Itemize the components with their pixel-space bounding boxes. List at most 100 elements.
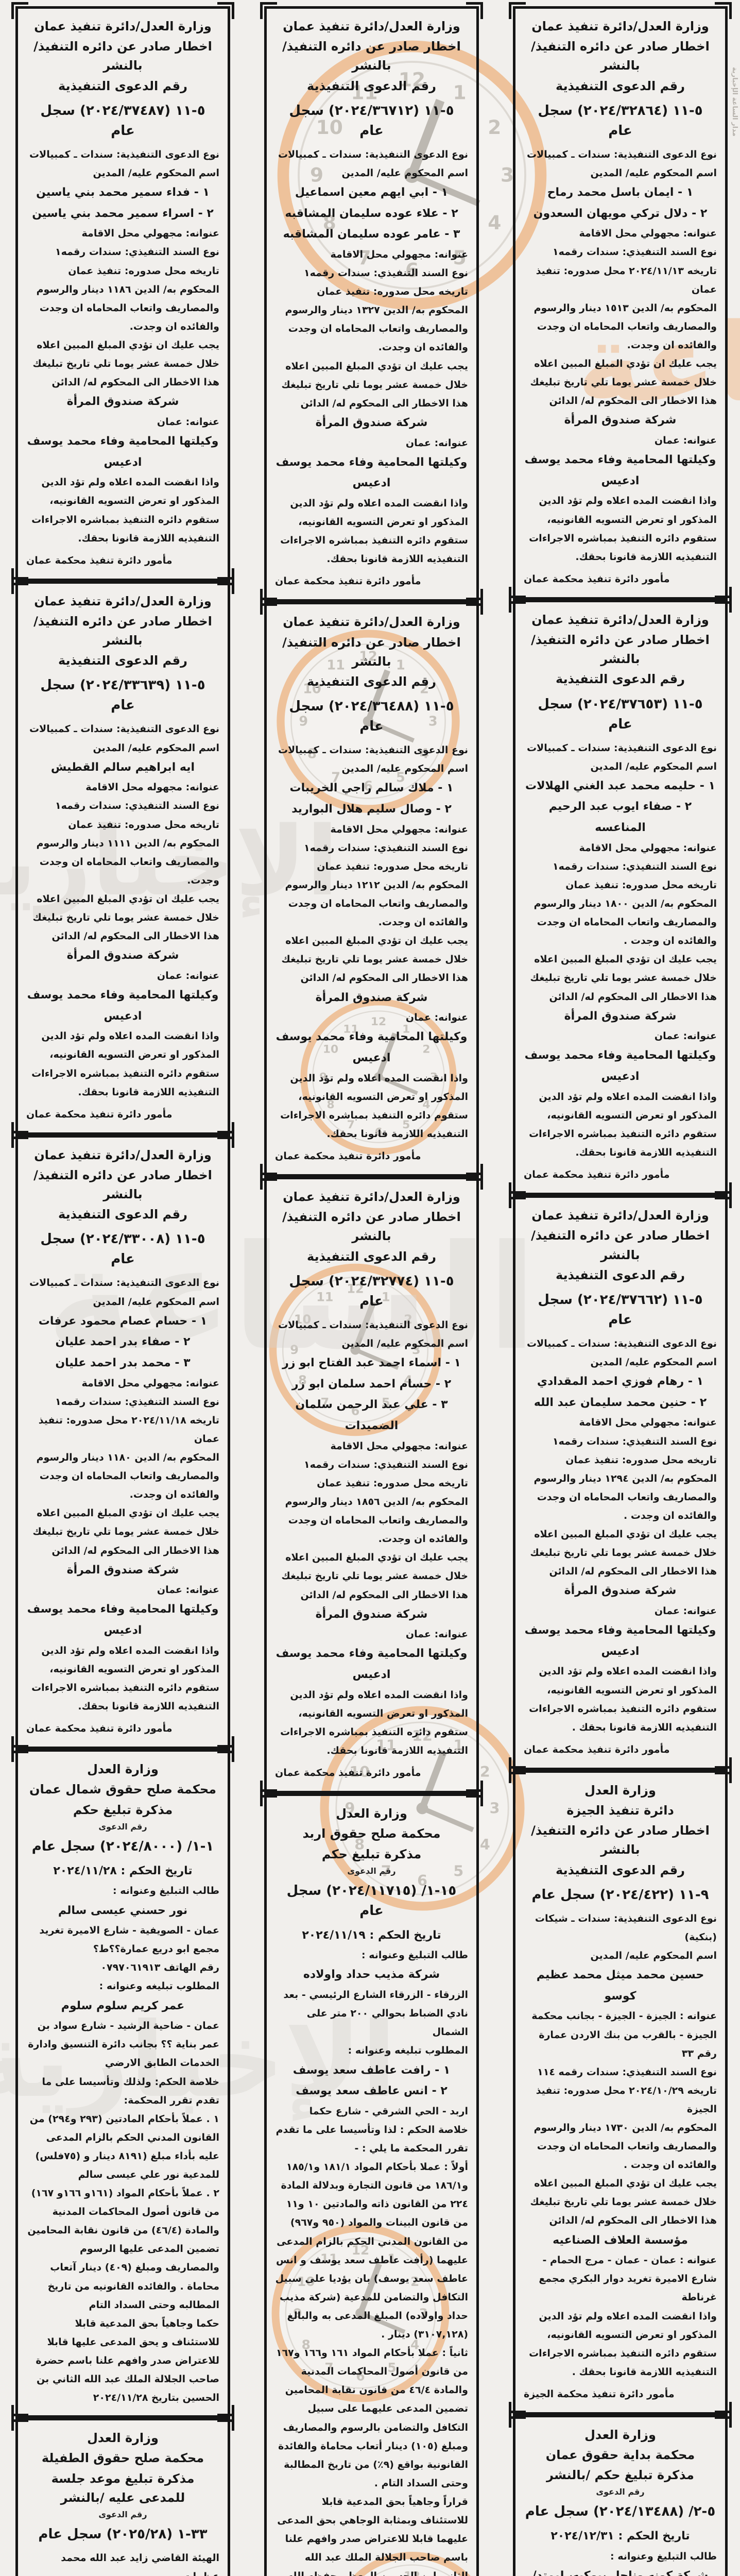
notice-case-number: ١٥-١/ (٢٠٢٤/١١٧١٥) سجل عام: [286, 1883, 457, 1919]
notice-line: يجب عليك ان تؤدي المبلغ المبين اعلاه خلا…: [32, 339, 219, 388]
notice-line: واذا انقضت المده اعلاه ولم تؤد الدين الم…: [529, 2310, 717, 2378]
notice-line: عنوانه: مجهولي محل الاقامة: [81, 228, 219, 240]
notice-line: عنوانه: عمان: [157, 970, 219, 981]
notice-line: عنوانه: عمان: [405, 1629, 468, 1640]
notice-header-line: اخطار صادر عن دائره التنفيذ/ بالنشر: [531, 1823, 710, 1857]
frame-corner-icon: [715, 1766, 732, 1783]
notice-line: يجب عليك ان تؤدي المبلغ المبين اعلاه خلا…: [32, 1507, 219, 1556]
notice-header-line: وزارة العدل: [584, 1783, 656, 1798]
notice-box: وزارة العدل محكمة صلح حقوق شمال عمان مذكرة…: [11, 1745, 234, 2422]
notice-case-number: ٩-١١ (٢٠٢٤/٤٢٢) سجل عام: [531, 1887, 709, 1903]
frame-corner-icon: [11, 568, 28, 585]
notice-case-number: ٥-١١ (٢٠٢٤/٣٣٠٠٨) سجل عام: [40, 1231, 205, 1267]
notice-line: ١ - اسماء احمد عبد الفتاح ابو زر: [282, 1357, 461, 1369]
notice-line: اسم المحكوم عليه/ المدين: [93, 1296, 219, 1308]
notice-line: ايه ابراهيم سالم القطيش: [50, 760, 195, 774]
notice-case-number: ٥-١١ (٢٠٢٤/٣٧٤٨٧) سجل عام: [40, 103, 205, 139]
notice-line: تاريخه محل صدوره: تنفيذ عمان: [317, 860, 468, 872]
notice-case-number: ٥-١١ (٢٠٢٤/٣٣٦٣٩) سجل عام: [40, 677, 205, 714]
notice-line: عنوانه: عمان: [157, 416, 219, 428]
notice-header-line: وزارة العدل: [336, 1806, 407, 1821]
notice-header-line: رقم الدعوى التنفيذية: [556, 1862, 685, 1877]
notice-line: نوع الدعوى التنفيذية: سندات ـ كمبيالات: [526, 742, 717, 754]
notice-officer-signature: مأمور دائرة تنفيذ محكمة عمان: [26, 554, 173, 566]
notice-box: وزارة العدل/دائرة تنفيذ عمان اخطار صادر ع…: [509, 595, 732, 1200]
notice-line: يجب عليك ان تؤدي المبلغ المبين اعلاه خلا…: [530, 358, 717, 407]
frame-corner-icon: [11, 577, 28, 594]
notice-line: ١ - ايمان باسل محمد رماح: [547, 185, 694, 199]
notice-line: المحكوم به/ الدين ١١١١ دينار والرسوم وال…: [36, 837, 219, 886]
frame-corner-icon: [715, 1191, 732, 1209]
notice-line: تاريخه ٢٠٢٤/١١/١٣ محل صدوره: تنفيذ عمان: [536, 265, 717, 295]
frame-corner-icon: [509, 586, 526, 604]
frame-corner-icon: [509, 2401, 526, 2419]
notice-header-line: محكمة صلح حقوق الطفيلة: [41, 2451, 204, 2466]
notice-header-line: اخطار صادر عن دائره التنفيذ/ بالنشر: [531, 632, 710, 667]
notice-line: نوع الدعوى التنفيذية: سندات ـ كمبيالات: [278, 148, 468, 160]
frame-corner-icon: [715, 2, 732, 19]
notice-case-label: رقم الدعوى: [596, 2487, 645, 2497]
notice-header-line: وزارة العدل/دائرة تنفيذ عمان: [283, 19, 460, 33]
notice-line: اسم المحكوم عليه/ المدين: [590, 1950, 717, 1961]
notice-box: وزارة العدل/دائرة تنفيذ عمان اخطار صادر ع…: [260, 2, 483, 606]
frame-corner-icon: [217, 1745, 234, 1762]
notice-line: نوع السند التنفيذي: سندات رقمه١: [55, 800, 219, 812]
notice-box: وزارة العدل محكمة صلح حقوق الطفيلة مذكرة ت…: [11, 2414, 234, 2576]
notice-line: وكيلتها المحامية وفاء محمد يوسف ادعيس: [524, 1049, 716, 1083]
notice-line: يجب عليك ان تؤدي المبلغ المبين اعلاه خلا…: [530, 1529, 717, 1578]
frame-corner-icon: [715, 1182, 732, 1200]
notice-officer-signature: مأمور دائرة تنفيذ محكمة عمان: [524, 1743, 670, 1755]
notice-box: وزارة العدل دائرة تنفيذ الجيزة اخطار صادر …: [509, 1766, 732, 2419]
notice-line: عنوانه : الجيزة - الجيزة - بجانب محكمة ا…: [531, 2010, 717, 2059]
notice-line: اسم المحكوم عليه/ المدين: [341, 1337, 468, 1349]
notice-line: ٢ . عملاً بأحكام المواد (١٦١و ١٦٦و ١٦٧) …: [27, 2188, 219, 2311]
frame-corner-icon: [466, 598, 483, 615]
notice-line: يجب عليك ان تؤدي المبلغ المبين اعلاه خلا…: [281, 935, 468, 984]
notice-header-line: اخطار صادر عن دائره التنفيذ/ بالنشر: [33, 614, 212, 648]
notice-line: تاريخه محل صدوره: تنفيذ عمان: [565, 1454, 717, 1466]
notice-officer-signature: مأمور دائرة تنفيذ محكمة عمان: [275, 1767, 421, 1779]
notice-box: وزارة العدل/دائرة تنفيذ عمان اخطار صادر ع…: [509, 2, 732, 604]
notice-line: عنوانه: عمان: [405, 437, 468, 449]
notice-line: واذا انقضت المده اعلاه ولم تؤد الدين الم…: [529, 1091, 717, 1159]
notice-line: اسم المحكوم عليه/ المدين: [341, 167, 468, 179]
frame-corner-icon: [509, 1766, 526, 1783]
notice-line: تاريخه محل صدوره: تنفيذ عمان: [68, 265, 219, 277]
notice-line: عنوانه: مجهولي محل الاقامة: [330, 823, 468, 835]
frame-corner-icon: [715, 2401, 732, 2419]
notice-line: عنوانه: عمان: [654, 434, 717, 446]
notice-line: ١ - ملاك سالم راجي الخريبات: [289, 782, 454, 795]
frame-corner-icon: [509, 595, 526, 613]
notice-line: تاريخه ٢٠٢٤/١١/١٨ محل صدوره: تنفيذ عمان: [38, 1414, 219, 1445]
notice-line: وكيلتها المحامية وفاء محمد يوسف ادعيس: [276, 1030, 468, 1064]
notice-line: يجب عليك ان تؤدي المبلغ المبين اعلاه خلا…: [281, 360, 468, 409]
notice-line: تاريخ الحكم : ٢٠٢٤/١١/٢٨: [53, 1864, 193, 1877]
frame-corner-icon: [217, 568, 234, 585]
notice-line: تاريخ الحكم : ٢٠٢٤/١١/١٩: [302, 1928, 441, 1942]
notice-line: الهيئة القاضي زايد عبد الله محمد عظمات: [61, 2552, 219, 2576]
frame-corner-icon: [260, 589, 277, 606]
notice-line: نوع الدعوى التنفيذية: سندات ـ كمبيالات: [29, 1277, 219, 1289]
notice-line: نوع الدعوى التنفيذية: سندات ـ كمبيالات: [29, 723, 219, 735]
notice-box: وزارة العدل/دائرة تنفيذ عمان اخطار صادر ع…: [11, 2, 234, 585]
frame-corner-icon: [466, 1164, 483, 1181]
notice-line: نوع السند التنفيذي: سندات رقمه١: [552, 246, 717, 258]
frame-corner-icon: [509, 1191, 526, 1209]
notice-line: نوع السند التنفيذي: سندات رقمه١: [303, 842, 468, 854]
notice-line: رقم الهاتف ٠٧٩٧٠٦١٩١٣: [100, 1962, 219, 1974]
frame-corner-icon: [11, 1745, 28, 1762]
notice-line: عنوانه: عمان: [157, 1584, 219, 1596]
notice-line: واذا انقضت المده اعلاه ولم تؤد الدين الم…: [529, 495, 717, 563]
frame-corner-icon: [260, 1789, 277, 1807]
notice-box: وزارة العدل/دائرة تنفيذ عمان اخطار صادر ع…: [11, 1130, 234, 1754]
notice-line: نوع السند التنفيذي: سندات رقمه ١١٤: [537, 2066, 717, 2078]
notice-line: عنوانه: مجهوله محل الاقامة: [85, 782, 219, 793]
frame-corner-icon: [715, 1757, 732, 1774]
notice-header-line: اخطار صادر عن دائره التنفيذ/ بالنشر: [282, 1210, 461, 1244]
notice-line: وكيلتها المحامية وفاء محمد يوسف ادعيس: [27, 988, 219, 1023]
notice-officer-signature: مأمور دائرة تنفيذ محكمة عمان: [275, 575, 421, 587]
notice-line: المحكوم به/ الدين ١٨٠٠ دينار والرسوم وال…: [534, 898, 717, 947]
notice-case-number: ٥-١١ (٢٠٢٤/٣٢٧٧٤) سجل عام: [289, 1273, 454, 1309]
notice-line: المحكوم به/ الدين ١٨٥٦ دينار والرسوم وال…: [285, 1496, 468, 1545]
